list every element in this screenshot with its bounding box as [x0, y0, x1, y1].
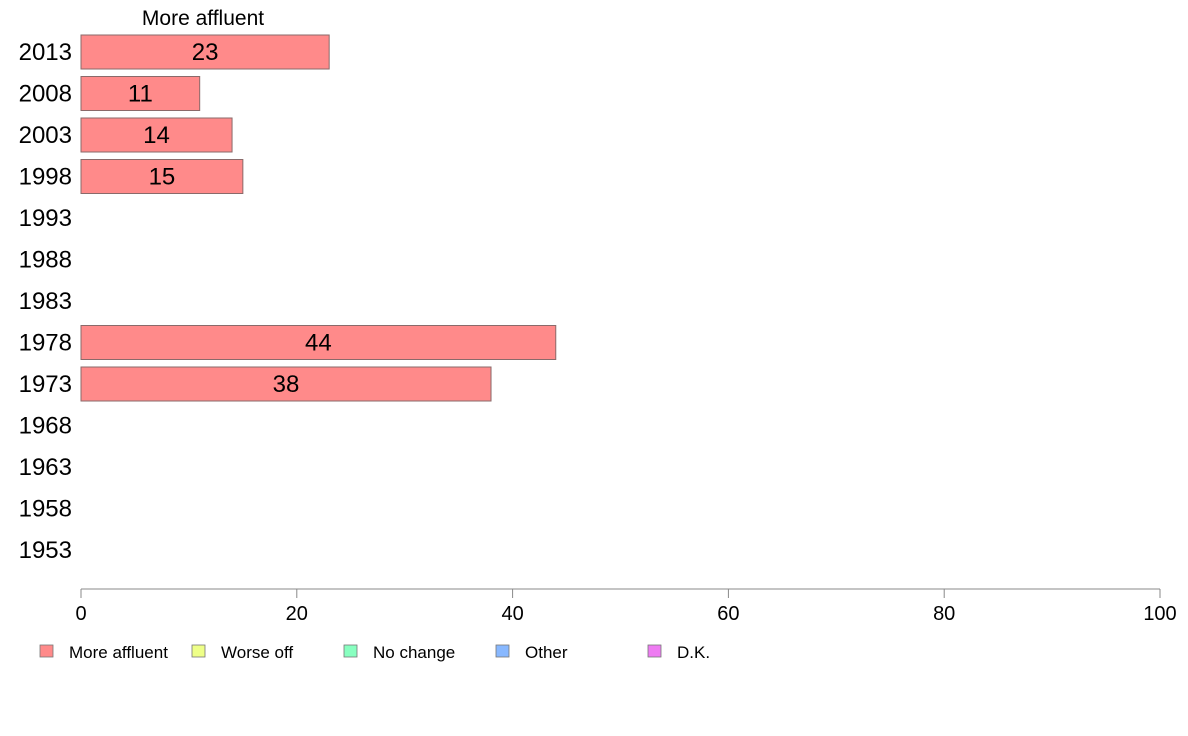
year-label-1993: 1993	[19, 205, 72, 232]
legend-label-4: D.K.	[677, 643, 710, 662]
legend-label-0: More affluent	[69, 643, 168, 662]
year-label-1973: 1973	[19, 371, 72, 398]
year-label-1978: 1978	[19, 330, 72, 357]
year-label-2013: 2013	[19, 39, 72, 66]
year-label-2003: 2003	[19, 122, 72, 149]
year-label-1983: 1983	[19, 288, 72, 315]
bar-1978	[80, 325, 557, 360]
bar-2008	[80, 76, 201, 111]
bar-value-label-2013: 23	[192, 39, 219, 66]
x-tick-label-60: 60	[717, 603, 739, 625]
legend: More affluent Worse off No change Other D.K.	[39, 643, 710, 662]
legend-label-1: Worse off	[221, 643, 293, 662]
bar-value-label-1973: 38	[273, 371, 300, 398]
x-tick-label-100: 100	[1143, 603, 1176, 625]
year-label-1953: 1953	[19, 537, 72, 564]
bar-2003	[80, 117, 233, 153]
legend-swatch-2	[343, 644, 358, 658]
legend-label-3: Other	[525, 643, 568, 662]
year-label-1998: 1998	[19, 164, 72, 191]
legend-swatch-1	[191, 644, 206, 658]
year-label-1968: 1968	[19, 413, 72, 440]
x-tick-label-20: 20	[286, 603, 308, 625]
bar-2013	[80, 34, 330, 70]
bar-1973	[80, 366, 492, 402]
legend-swatch-3	[495, 644, 510, 658]
legend-label-2: No change	[373, 643, 455, 662]
year-label-1963: 1963	[19, 454, 72, 481]
legend-swatch-4	[647, 644, 662, 658]
legend-swatch-0	[39, 644, 54, 658]
bar-value-label-2003: 14	[143, 122, 170, 149]
x-tick-label-80: 80	[933, 603, 955, 625]
series-title: More affluent	[142, 7, 264, 30]
x-tick-label-0: 0	[75, 603, 86, 625]
year-label-2008: 2008	[19, 81, 72, 108]
x-tick-label-40: 40	[501, 603, 523, 625]
bar-1998	[80, 159, 244, 194]
x-axis: 0 20 40 60 80 100	[75, 588, 1177, 625]
bar-value-label-1998: 15	[149, 164, 176, 191]
year-labels: 2013 2008 2003 1998 1993 1988 1983 1978 1973 1968…	[19, 39, 72, 564]
bar-value-label-2008: 11	[128, 81, 153, 108]
year-label-1958: 1958	[19, 496, 72, 523]
year-label-1988: 1988	[19, 247, 72, 274]
bar-value-label-1978: 44	[305, 330, 332, 357]
